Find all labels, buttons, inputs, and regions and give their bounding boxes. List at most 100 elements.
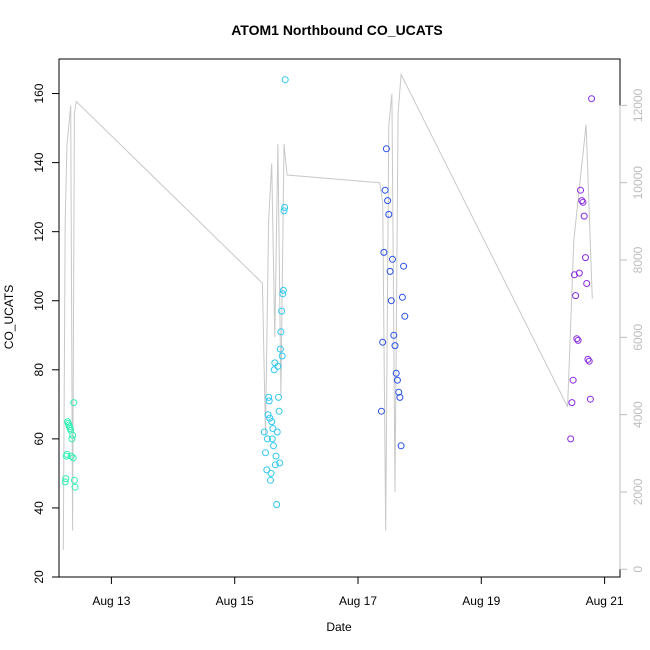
data-point [391, 342, 399, 350]
y2-tick-label: 12000 [631, 88, 645, 122]
points-layer [61, 76, 596, 508]
data-point [401, 312, 409, 320]
data-point [384, 197, 392, 205]
data-point [68, 435, 76, 443]
data-point [276, 459, 284, 467]
data-point [568, 399, 576, 407]
data-point [70, 476, 78, 484]
y2-axis: 0 2000 4000 6000 8000 10000 12000 [619, 88, 645, 573]
chart-title: ATOM1 Northbound CO_UCATS [231, 22, 443, 38]
data-point [570, 271, 578, 279]
y-tick-label: 20 [32, 570, 46, 584]
data-point [393, 376, 401, 384]
data-point [265, 393, 273, 401]
data-point [579, 198, 587, 206]
data-point [265, 397, 273, 405]
data-point [575, 269, 583, 277]
data-point [380, 248, 388, 256]
data-point [578, 197, 586, 205]
x-tick-label: Aug 21 [586, 594, 624, 608]
data-point [273, 501, 281, 508]
y-tick-label: 100 [32, 290, 46, 310]
data-point [381, 186, 389, 194]
y-tick-label: 80 [32, 363, 46, 377]
y-tick-label: 60 [32, 432, 46, 446]
data-point [396, 393, 404, 401]
data-point [61, 478, 69, 486]
data-point [270, 442, 277, 450]
data-point [386, 267, 394, 275]
data-point [272, 452, 280, 460]
x-axis: Aug 13 Aug 15 Aug 17 Aug 19 Aug 21 [92, 576, 624, 608]
y-tick-label: 40 [32, 501, 46, 515]
data-point [268, 418, 276, 426]
y2-tick-label: 2000 [631, 478, 645, 505]
y2-tick-label: 10000 [631, 166, 645, 200]
data-point [392, 369, 400, 377]
data-point [588, 95, 596, 103]
data-point [275, 393, 282, 401]
data-point [269, 425, 277, 432]
data-point [275, 407, 283, 415]
x-tick-label: Aug 15 [216, 594, 254, 608]
data-point [279, 290, 287, 298]
data-point [268, 435, 276, 443]
data-point [279, 286, 287, 294]
data-point [278, 307, 286, 315]
right-axis-line-layer [62, 72, 593, 550]
data-point [573, 335, 581, 343]
data-point [281, 76, 289, 84]
y2-tick-label: 6000 [631, 324, 645, 351]
y-tick-label: 160 [32, 83, 46, 103]
x-tick-label: Aug 17 [339, 594, 377, 608]
y-axis: 20 40 60 80 100 120 140 160 [32, 83, 60, 584]
data-point [267, 469, 275, 477]
data-point [389, 255, 396, 263]
data-point [273, 428, 281, 436]
data-point [582, 254, 589, 262]
data-point [390, 331, 398, 339]
y2-tick-label: 0 [631, 566, 645, 573]
data-point [395, 388, 403, 396]
data-point [574, 336, 582, 344]
data-point [62, 475, 70, 483]
data-point [69, 454, 77, 462]
right-axis-series-line [62, 72, 593, 550]
data-point [71, 483, 79, 491]
data-point [569, 376, 577, 384]
data-point [583, 280, 591, 287]
data-point [379, 338, 387, 346]
data-point [263, 435, 271, 443]
data-point [382, 145, 390, 153]
y-axis-title: CO_UCATS [2, 285, 16, 349]
data-point [586, 395, 594, 403]
data-point [274, 362, 282, 370]
data-point [580, 212, 588, 220]
data-point [281, 204, 289, 211]
data-point [572, 292, 580, 300]
data-point [387, 297, 395, 305]
data-point [260, 428, 268, 436]
data-point [398, 293, 406, 301]
plot-frame [58, 58, 621, 578]
data-point [266, 414, 274, 422]
data-point [277, 328, 285, 336]
data-point [270, 366, 278, 374]
y-tick-label: 140 [32, 152, 46, 172]
data-point [584, 355, 592, 363]
data-point [280, 207, 288, 215]
data-point [263, 466, 271, 474]
data-point [377, 407, 385, 415]
data-point [385, 210, 393, 218]
x-tick-label: Aug 19 [462, 594, 500, 608]
data-point [278, 352, 286, 360]
x-axis-title: Date [326, 620, 352, 634]
data-point [264, 411, 272, 419]
data-point [577, 186, 584, 194]
y2-tick-label: 4000 [631, 401, 645, 428]
data-point [69, 431, 77, 439]
data-point [67, 452, 75, 460]
data-point [585, 357, 593, 365]
data-point [70, 399, 78, 407]
